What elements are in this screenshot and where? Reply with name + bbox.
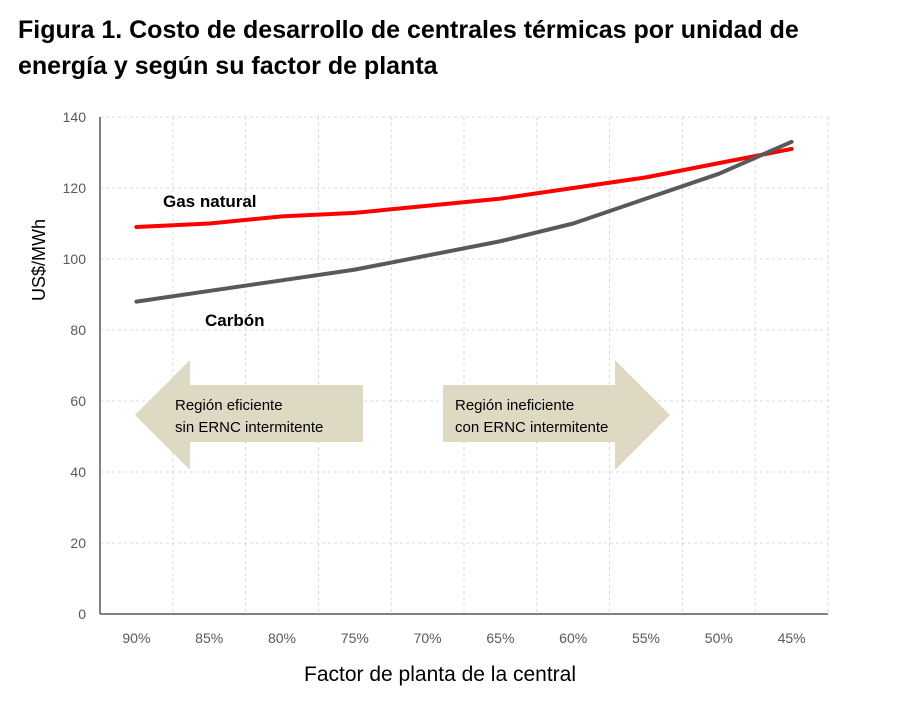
x-tick-label: 85% bbox=[195, 630, 223, 646]
left-arrow bbox=[135, 360, 363, 470]
x-tick-label: 45% bbox=[778, 630, 806, 646]
x-tick-label: 60% bbox=[559, 630, 587, 646]
y-tick-label: 20 bbox=[70, 535, 86, 551]
chart-title: Figura 1. Costo de desarrollo de central… bbox=[18, 16, 799, 80]
y-tick-label: 100 bbox=[63, 251, 87, 267]
series-label: Gas natural bbox=[163, 192, 257, 211]
x-tick-label: 90% bbox=[122, 630, 150, 646]
arrow-label: con ERNC intermitente bbox=[455, 419, 608, 436]
x-tick-label: 70% bbox=[414, 630, 442, 646]
arrow-label: sin ERNC intermitente bbox=[175, 419, 323, 436]
series-label: Carbón bbox=[205, 311, 265, 330]
x-axis-label: Factor de planta de la central bbox=[304, 663, 576, 686]
y-axis-label: US$/MWh bbox=[29, 219, 49, 301]
x-tick-label: 50% bbox=[705, 630, 733, 646]
right-arrow bbox=[443, 360, 670, 470]
x-tick-label: 55% bbox=[632, 630, 660, 646]
y-tick-label: 0 bbox=[78, 606, 86, 622]
arrow-label: Región eficiente bbox=[175, 397, 283, 414]
y-tick-label: 140 bbox=[63, 109, 87, 125]
series-line-carbon bbox=[134, 139, 794, 304]
x-tick-label: 65% bbox=[486, 630, 514, 646]
x-tick-label: 80% bbox=[268, 630, 296, 646]
arrow-label: Región ineficiente bbox=[455, 397, 574, 414]
y-tick-label: 40 bbox=[70, 464, 86, 480]
y-tick-label: 60 bbox=[70, 393, 86, 409]
y-tick-label: 80 bbox=[70, 322, 86, 338]
series-line-gas-natural bbox=[134, 146, 794, 230]
x-tick-label: 75% bbox=[341, 630, 369, 646]
y-tick-label: 120 bbox=[63, 180, 87, 196]
